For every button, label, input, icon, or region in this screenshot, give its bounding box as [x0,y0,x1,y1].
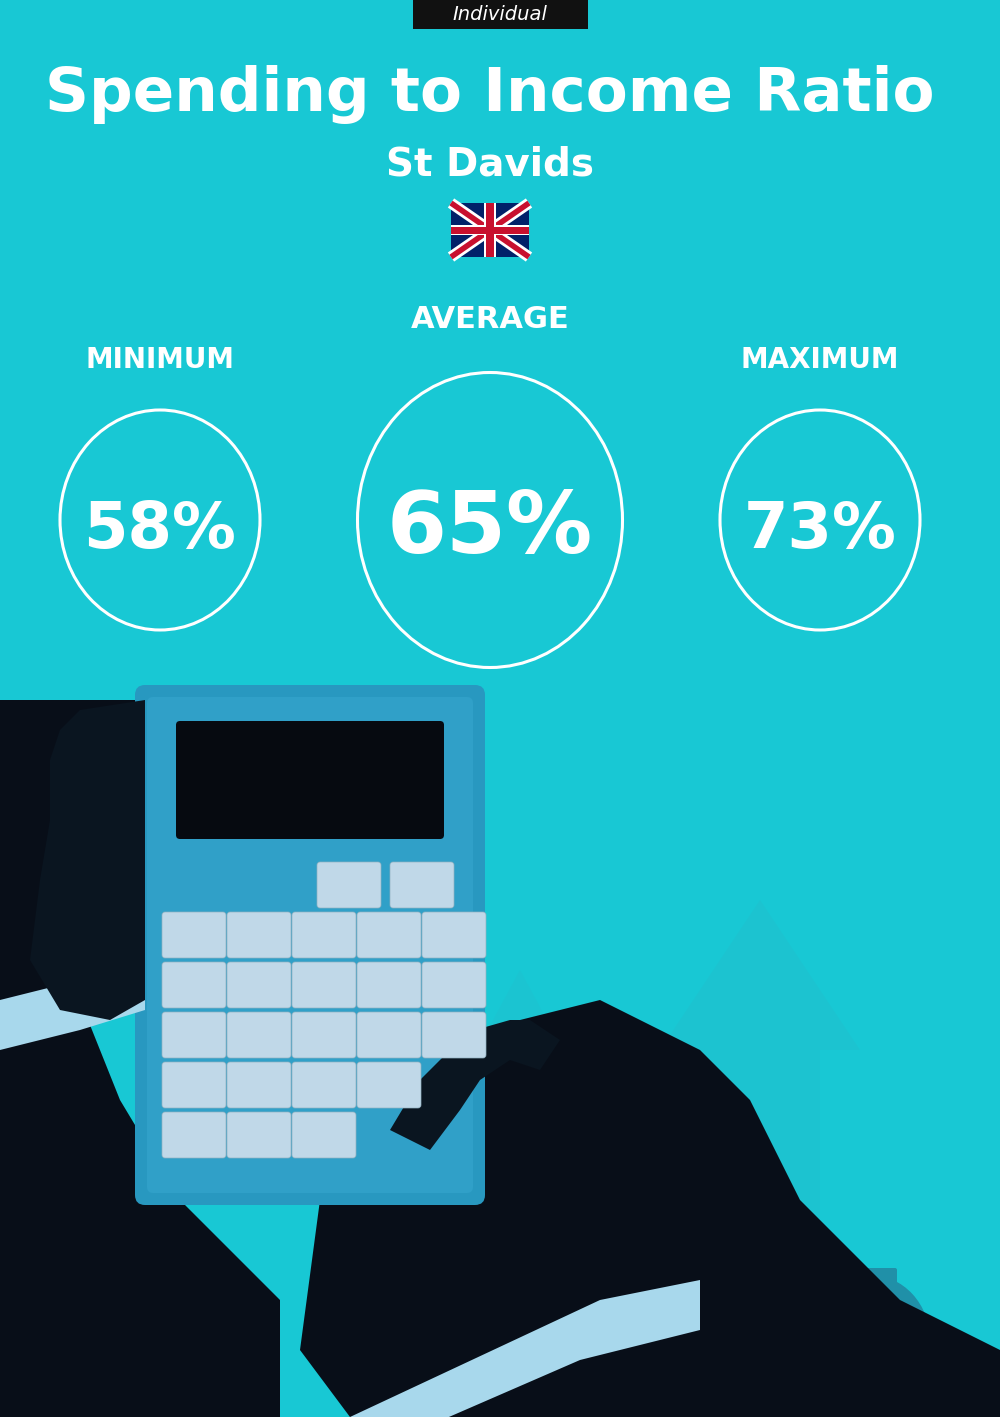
FancyBboxPatch shape [555,1280,625,1417]
FancyBboxPatch shape [357,913,421,958]
FancyBboxPatch shape [422,1012,486,1058]
FancyBboxPatch shape [147,697,473,1193]
Polygon shape [30,700,145,1020]
Ellipse shape [758,1315,842,1406]
FancyBboxPatch shape [750,1338,850,1343]
Polygon shape [490,1200,720,1417]
Text: 73%: 73% [744,499,896,561]
FancyBboxPatch shape [422,913,486,958]
FancyBboxPatch shape [292,913,356,958]
Polygon shape [390,1020,560,1151]
Text: 65%: 65% [387,489,593,571]
Polygon shape [440,1080,770,1200]
FancyBboxPatch shape [750,1345,850,1352]
FancyBboxPatch shape [227,913,291,958]
Polygon shape [350,1280,700,1417]
Text: $: $ [789,1349,811,1377]
FancyBboxPatch shape [451,225,529,235]
Polygon shape [660,900,860,1417]
Polygon shape [300,1000,1000,1417]
FancyBboxPatch shape [135,684,485,1204]
FancyBboxPatch shape [750,1377,850,1384]
FancyBboxPatch shape [357,962,421,1007]
FancyBboxPatch shape [357,1061,421,1108]
FancyBboxPatch shape [292,1061,356,1108]
FancyBboxPatch shape [451,203,529,256]
FancyBboxPatch shape [422,962,486,1007]
FancyBboxPatch shape [227,1012,291,1058]
FancyBboxPatch shape [750,1384,850,1391]
FancyBboxPatch shape [227,1061,291,1108]
FancyBboxPatch shape [292,1112,356,1158]
FancyBboxPatch shape [292,1012,356,1058]
Text: MINIMUM: MINIMUM [86,346,234,374]
FancyBboxPatch shape [776,1306,824,1338]
FancyBboxPatch shape [162,913,226,958]
Text: 58%: 58% [84,499,236,561]
FancyBboxPatch shape [750,1369,850,1376]
FancyBboxPatch shape [390,862,454,908]
Polygon shape [0,959,145,1050]
FancyBboxPatch shape [317,862,381,908]
FancyBboxPatch shape [227,1112,291,1158]
FancyBboxPatch shape [357,1012,421,1058]
FancyBboxPatch shape [162,1012,226,1058]
Text: Individual: Individual [453,4,547,24]
FancyBboxPatch shape [843,1268,897,1306]
Text: $: $ [853,1321,887,1369]
FancyBboxPatch shape [750,1329,850,1336]
FancyBboxPatch shape [413,0,588,28]
FancyBboxPatch shape [292,962,356,1007]
FancyBboxPatch shape [484,203,496,256]
Text: MAXIMUM: MAXIMUM [741,346,899,374]
Polygon shape [0,700,280,1417]
FancyBboxPatch shape [162,1061,226,1108]
FancyBboxPatch shape [227,962,291,1007]
FancyBboxPatch shape [451,227,529,234]
FancyBboxPatch shape [750,1353,850,1360]
FancyBboxPatch shape [576,1280,591,1417]
Ellipse shape [810,1275,930,1406]
Text: St Davids: St Davids [386,146,594,184]
FancyBboxPatch shape [162,1112,226,1158]
Polygon shape [450,971,590,1417]
FancyBboxPatch shape [176,721,444,839]
Text: AVERAGE: AVERAGE [411,306,569,334]
Text: Spending to Income Ratio: Spending to Income Ratio [45,65,935,125]
FancyBboxPatch shape [665,1050,695,1204]
FancyBboxPatch shape [750,1360,850,1367]
FancyBboxPatch shape [486,203,494,256]
FancyBboxPatch shape [162,962,226,1007]
